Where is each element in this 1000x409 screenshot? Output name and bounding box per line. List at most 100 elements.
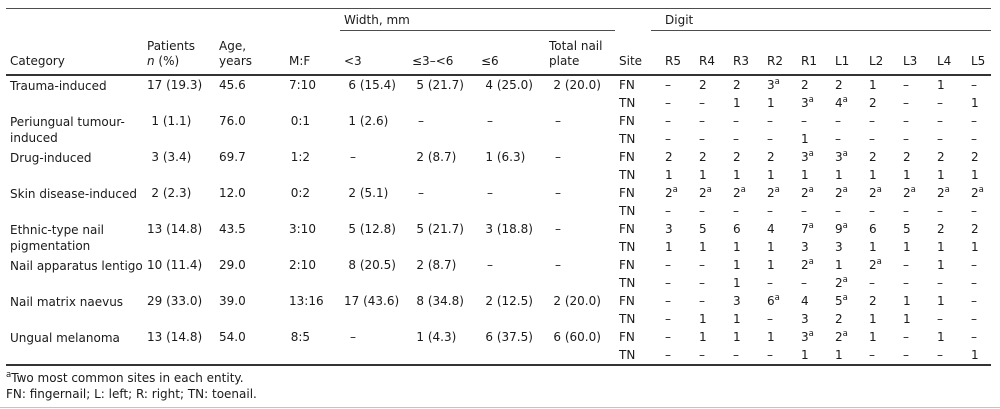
site-cell: FN [619,186,635,200]
site-cell: TN [619,204,636,218]
digit-cell: 1 [733,240,741,254]
digit-group-header: Digit [651,8,992,31]
digit-cell: – [971,258,977,272]
digit-cell: – [733,114,739,128]
table-footnotes: aTwo most common sites in each entity. F… [6,370,1000,402]
width-cell: – [350,150,356,164]
digit-cell: – [699,96,705,110]
digit-cell: 2a [869,185,882,200]
patients-cell: 2 (2.3) [151,186,192,200]
digit-cell: 1 [665,168,673,182]
digit-cell: 3a [801,95,814,110]
category-cell: Ungual melanoma [10,331,120,345]
digit-cell: 6a [767,293,780,308]
age-column-header: Age, years [215,30,285,76]
category-column-header: Category [6,30,143,76]
digit-cell: 2a [767,185,780,200]
digit-cell: 1 [767,96,775,110]
width-column-header: ≤3–<6 [408,30,477,76]
digit-cell: 1 [869,330,877,344]
table-row-fingernail: Drug-induced 3 (3.4) 69.7 1:2 – 2 (8.7) 1 (6.3… [6,148,991,166]
table-row-toenail: TN – – – – 1 – – – – – [6,130,991,148]
digit-cell: 1 [767,168,775,182]
table-row-fingernail: Nail apparatus lentigo 10 (11.4) 29.0 2:10 8… [6,256,991,274]
age-cell: 29.0 [219,258,246,272]
digit-cell: – [665,330,671,344]
width-cell: 6 (15.4) [348,78,396,92]
width-cell: 2 (20.0) [553,294,601,308]
digit-cell: – [971,294,977,308]
digit-cell: – [665,294,671,308]
category-cell: Trauma-induced [10,79,107,93]
digit-cell: – [903,276,909,290]
category-cell: Drug-induced [10,151,92,165]
table-row-fingernail: Nail matrix naevus 29 (33.0) 39.0 13:16 17 (… [6,292,991,310]
digit-cell: 3 [801,312,809,326]
column-header-row: Category Patients n (%) Age, years M:F <3 ≤3–<6… [6,30,992,76]
digit-cell: 3a [801,149,814,164]
digit-cell: 1 [733,330,741,344]
digit-column-header: R3 [719,30,753,76]
digit-cell: 2a [801,257,814,272]
digit-cell: 2 [699,150,707,164]
width-column-header: ≤6 [477,30,545,76]
width-cell: 2 (12.5) [485,294,533,308]
digit-cell: 2 [801,78,809,92]
digit-cell: 1 [767,258,775,272]
mf-cell: 1:2 [290,150,310,164]
digit-cell: – [801,114,807,128]
digit-cell: 1 [767,330,775,344]
digit-cell: 1 [971,96,979,110]
site-cell: FN [619,114,635,128]
digit-column-header: L3 [889,30,923,76]
digit-cell: – [937,204,943,218]
digit-cell: 4 [801,294,809,308]
digit-cell: – [699,114,705,128]
digit-cell: 2 [733,78,741,92]
digit-cell: – [869,132,875,146]
site-cell: FN [619,258,635,272]
width-column-header: <3 [340,30,408,76]
digit-cell: 1 [835,168,843,182]
digit-cell: 2 [869,150,877,164]
digit-cell: 2 [903,150,911,164]
width-column-header: Total nail plate [545,30,615,76]
width-cell: – [555,186,561,200]
site-cell: TN [619,312,636,326]
digit-cell: – [971,114,977,128]
digit-cell: 1 [971,240,979,254]
width-cell: 6 (60.0) [553,330,601,344]
width-cell: 8 (20.5) [348,258,396,272]
digit-cell: – [767,132,773,146]
digit-cell: – [869,348,875,362]
patients-column-header: Patients n (%) [143,30,215,76]
digit-cell: 2a [971,185,984,200]
digit-column-header: R5 [651,30,685,76]
table-row-fingernail: Trauma-induced 17 (19.3) 45.6 7:10 6 (15.4) 5… [6,75,991,94]
site-column-header: Site [615,30,651,76]
table-row-fingernail: Ungual melanoma 13 (14.8) 54.0 8:5 – 1 (4.3) 6… [6,328,991,346]
digit-cell: 1 [903,312,911,326]
digit-cell: 1 [869,168,877,182]
digit-cell: – [767,114,773,128]
patients-cell: 29 (33.0) [147,294,203,308]
site-cell: TN [619,348,636,362]
digit-cell: – [869,204,875,218]
nail-pigmentation-table: Width, mm Digit Category Patients n (%) Age, y… [6,8,992,366]
page-bottom-rule [0,407,1000,408]
digit-cell: – [699,258,705,272]
digit-cell: – [699,132,705,146]
digit-column-header: L2 [855,30,889,76]
digit-cell: – [835,114,841,128]
digit-cell: – [971,204,977,218]
paper-table-page: Width, mm Digit Category Patients n (%) Age, y… [0,8,1000,408]
digit-cell: – [665,276,671,290]
digit-cell: 3 [665,222,673,236]
footnote-text: Two most common sites in each entity. [11,371,244,385]
digit-cell: 1 [937,330,945,344]
mf-cell: 7:10 [289,78,316,92]
digit-cell: 4 [767,222,775,236]
table-row-fingernail: Ethnic-type nail pigmentation 13 (14.8) 43… [6,220,991,253]
digit-cell: – [767,204,773,218]
digit-cell: 2 [869,294,877,308]
